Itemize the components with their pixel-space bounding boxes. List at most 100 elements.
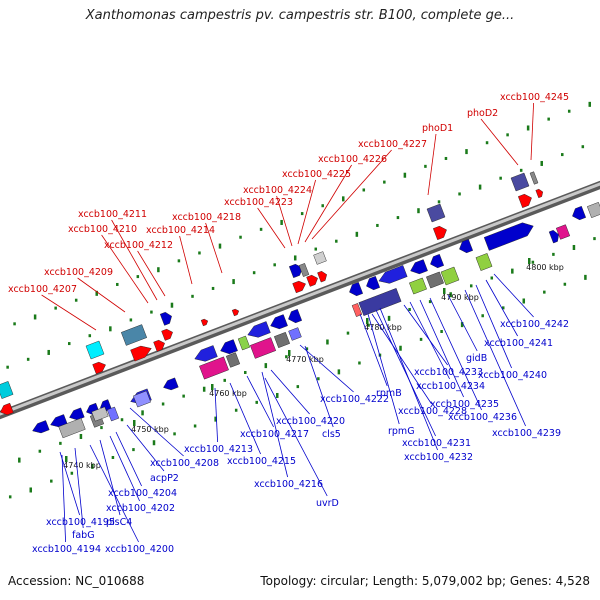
gene-feature [199, 356, 229, 380]
leader-line-bottom [371, 313, 432, 405]
gene-label-bottom: fabG [72, 530, 95, 541]
gene-label-bottom: xccb100_4236 [448, 412, 517, 423]
guide-dot [191, 294, 194, 298]
axis-tick-mark [443, 288, 446, 294]
guide-dot [383, 180, 386, 184]
gene-label-bottom: xccb100_4194 [32, 544, 101, 555]
gene-label-bottom: xccb100_4217 [240, 429, 309, 440]
gene-label-bottom: xccb100_4240 [478, 370, 547, 381]
guide-dot [54, 306, 57, 310]
gene-feature [161, 328, 173, 341]
guide-dot [132, 448, 135, 452]
guide-dot [321, 204, 324, 208]
gene-feature [555, 224, 571, 240]
guide-dot [293, 255, 297, 261]
guide-dot [588, 101, 592, 107]
gene-feature [426, 271, 444, 289]
axis-tick-label: 4790 kbp [441, 293, 479, 302]
guide-dot [177, 259, 181, 263]
leader-line-top [427, 133, 437, 196]
guide-dot [424, 164, 427, 168]
guide-dot [29, 487, 33, 493]
axis-tick-mark [211, 384, 214, 390]
gene-label-bottom: xccb100_4232 [404, 452, 473, 463]
guide-dot [129, 318, 133, 322]
gene-label-top: xccb100_4226 [318, 154, 387, 165]
guide-dot [173, 432, 176, 436]
guide-dot [584, 274, 587, 280]
guide-dot [202, 386, 206, 392]
guide-dot [218, 243, 222, 249]
leader-line-bottom [74, 447, 84, 529]
leader-line-bottom [429, 297, 482, 411]
guide-dot [150, 310, 153, 314]
guide-dot [136, 275, 140, 279]
axis-tick-label: 4750 kbp [131, 425, 169, 434]
guide-dot [561, 153, 564, 157]
gene-feature [535, 188, 544, 199]
gene-label-bottom: xccb100_4195 [46, 517, 115, 528]
guide-dot [198, 251, 201, 255]
gene-feature [247, 321, 271, 338]
gene-feature [153, 339, 165, 352]
guide-dot [593, 237, 596, 241]
gene-feature [298, 263, 310, 277]
gene-label-bottom: cls5 [322, 429, 341, 440]
leader-line-bottom [409, 301, 450, 380]
gene-feature [410, 259, 428, 275]
gene-label-top: xccb100_4224 [243, 185, 312, 196]
gene-feature [459, 238, 474, 254]
guide-dot [314, 247, 318, 251]
guide-dot [152, 440, 156, 446]
gene-label-bottom: xccb100_4215 [227, 456, 296, 467]
gene-label-bottom: uvrD [316, 498, 339, 509]
guide-dot [95, 290, 98, 296]
guide-dot [540, 160, 543, 166]
gene-label-bottom: rpmG [388, 426, 415, 437]
tick-layer: 4740 kbp 4750 kbp 4760 kbp 4770 kbp 4780 kbp… [6, 101, 596, 499]
guide-dot [543, 290, 546, 294]
leader-line-top [276, 195, 293, 247]
gene-label-bottom: xccb100_4239 [492, 428, 561, 439]
map-title: Xanthomonas campestris pv. campestris st… [85, 8, 515, 23]
gene-label-top: xccb100_4209 [44, 267, 113, 278]
guide-dot [499, 176, 502, 180]
leader-line-top [77, 277, 126, 313]
leader-line-top [179, 235, 193, 285]
gene-feature [313, 251, 327, 265]
leader-line-bottom [403, 304, 448, 366]
gene-label-bottom: xccb100_4200 [105, 544, 174, 555]
gene-label-bottom: xccb100_4213 [184, 444, 253, 455]
gene-feature [432, 225, 447, 241]
gene-feature [133, 390, 151, 408]
guide-dot [252, 271, 256, 275]
guide-dot [111, 455, 115, 459]
guide-dot [460, 322, 464, 328]
leader-line-top [111, 219, 158, 301]
axis-tick-label: 4770 kbp [286, 355, 324, 364]
gene-feature [366, 275, 381, 291]
gene-feature [292, 280, 306, 294]
gene-feature [120, 324, 148, 346]
gene-label-top: xccb100_4245 [500, 92, 569, 103]
gene-label-bottom: xccb100_4241 [484, 338, 553, 349]
guide-dot [419, 337, 423, 341]
guide-dot [88, 334, 92, 338]
leader-line-bottom [264, 377, 328, 497]
leader-line-top [480, 118, 519, 166]
leader-line-bottom [115, 431, 142, 487]
gene-label-bottom: xccb100_4204 [108, 488, 177, 499]
guide-dot [346, 331, 350, 335]
leader-line-bottom [379, 307, 438, 451]
guide-dot [337, 369, 341, 375]
guide-dot [33, 314, 37, 320]
gene-label-bottom: xccb100_4242 [500, 319, 569, 330]
guide-dot [440, 329, 443, 333]
label-layer: xccb100_4207xccb100_4209xccb100_4210xccb… [8, 92, 569, 555]
guide-dot [59, 441, 62, 445]
leader-line-bottom [485, 279, 518, 337]
guide-dot [572, 244, 576, 250]
guide-dot [285, 355, 288, 359]
guide-dot [403, 172, 407, 178]
